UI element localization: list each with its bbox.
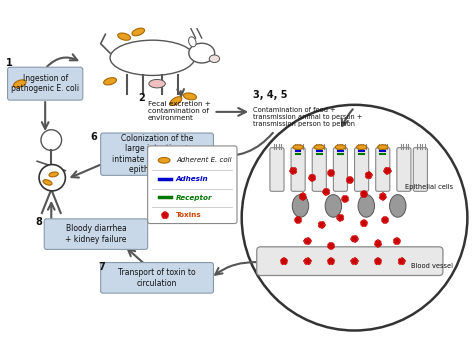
Text: Fecal excretion +
contamination of
environment: Fecal excretion + contamination of envir… [148,101,210,121]
Text: Contamination of food +
transmission animal to person +
transmission person to p: Contamination of food + transmission ani… [254,107,363,127]
Ellipse shape [390,195,406,217]
FancyBboxPatch shape [257,247,443,275]
Ellipse shape [183,93,197,100]
Ellipse shape [209,55,219,63]
FancyBboxPatch shape [291,148,305,191]
Ellipse shape [110,40,195,75]
Circle shape [242,105,467,330]
Text: 6: 6 [91,132,97,142]
Ellipse shape [378,145,388,149]
FancyBboxPatch shape [355,148,369,191]
Ellipse shape [170,97,182,106]
FancyBboxPatch shape [312,148,326,191]
Ellipse shape [149,80,165,88]
Text: Adhesin: Adhesin [176,176,209,182]
FancyBboxPatch shape [8,67,83,100]
Circle shape [41,130,62,151]
Ellipse shape [189,43,215,63]
Text: Colonization of the
large intestine +
intimate attachment to
epithelial cells: Colonization of the large intestine + in… [112,134,202,174]
Text: Blood vessel: Blood vessel [411,263,453,270]
Text: Transport of toxin to
circulation: Transport of toxin to circulation [118,268,196,288]
Text: Receptor: Receptor [176,194,212,200]
Text: Ingestion of
pathogenic E. coli: Ingestion of pathogenic E. coli [11,74,79,93]
FancyBboxPatch shape [100,263,213,293]
FancyBboxPatch shape [100,133,213,175]
FancyBboxPatch shape [333,148,347,191]
Text: Adherent E. coli: Adherent E. coli [176,157,231,163]
Ellipse shape [132,28,145,36]
Text: Bloody diarrhea
+ kidney failure: Bloody diarrhea + kidney failure [65,225,127,244]
Text: 2: 2 [138,93,145,103]
Ellipse shape [43,180,52,185]
FancyBboxPatch shape [270,148,284,191]
Ellipse shape [293,145,303,149]
Circle shape [39,165,65,191]
Ellipse shape [13,80,26,88]
Ellipse shape [335,145,346,149]
Ellipse shape [104,78,117,85]
FancyBboxPatch shape [413,148,428,191]
Ellipse shape [325,195,342,217]
FancyBboxPatch shape [148,146,237,224]
FancyBboxPatch shape [44,219,148,249]
Text: 1: 1 [6,58,12,68]
Ellipse shape [292,195,309,217]
Text: Toxins: Toxins [176,212,201,218]
FancyBboxPatch shape [376,148,390,191]
Text: 8: 8 [36,217,43,227]
Ellipse shape [314,145,324,149]
Ellipse shape [358,195,374,217]
Text: 3, 4, 5: 3, 4, 5 [254,90,288,100]
Ellipse shape [49,172,58,177]
Ellipse shape [189,37,196,47]
Ellipse shape [356,145,367,149]
Ellipse shape [118,33,130,40]
Ellipse shape [158,157,170,163]
Text: Epithelial cells: Epithelial cells [405,184,453,190]
Text: 7: 7 [98,262,105,272]
FancyBboxPatch shape [397,148,411,191]
